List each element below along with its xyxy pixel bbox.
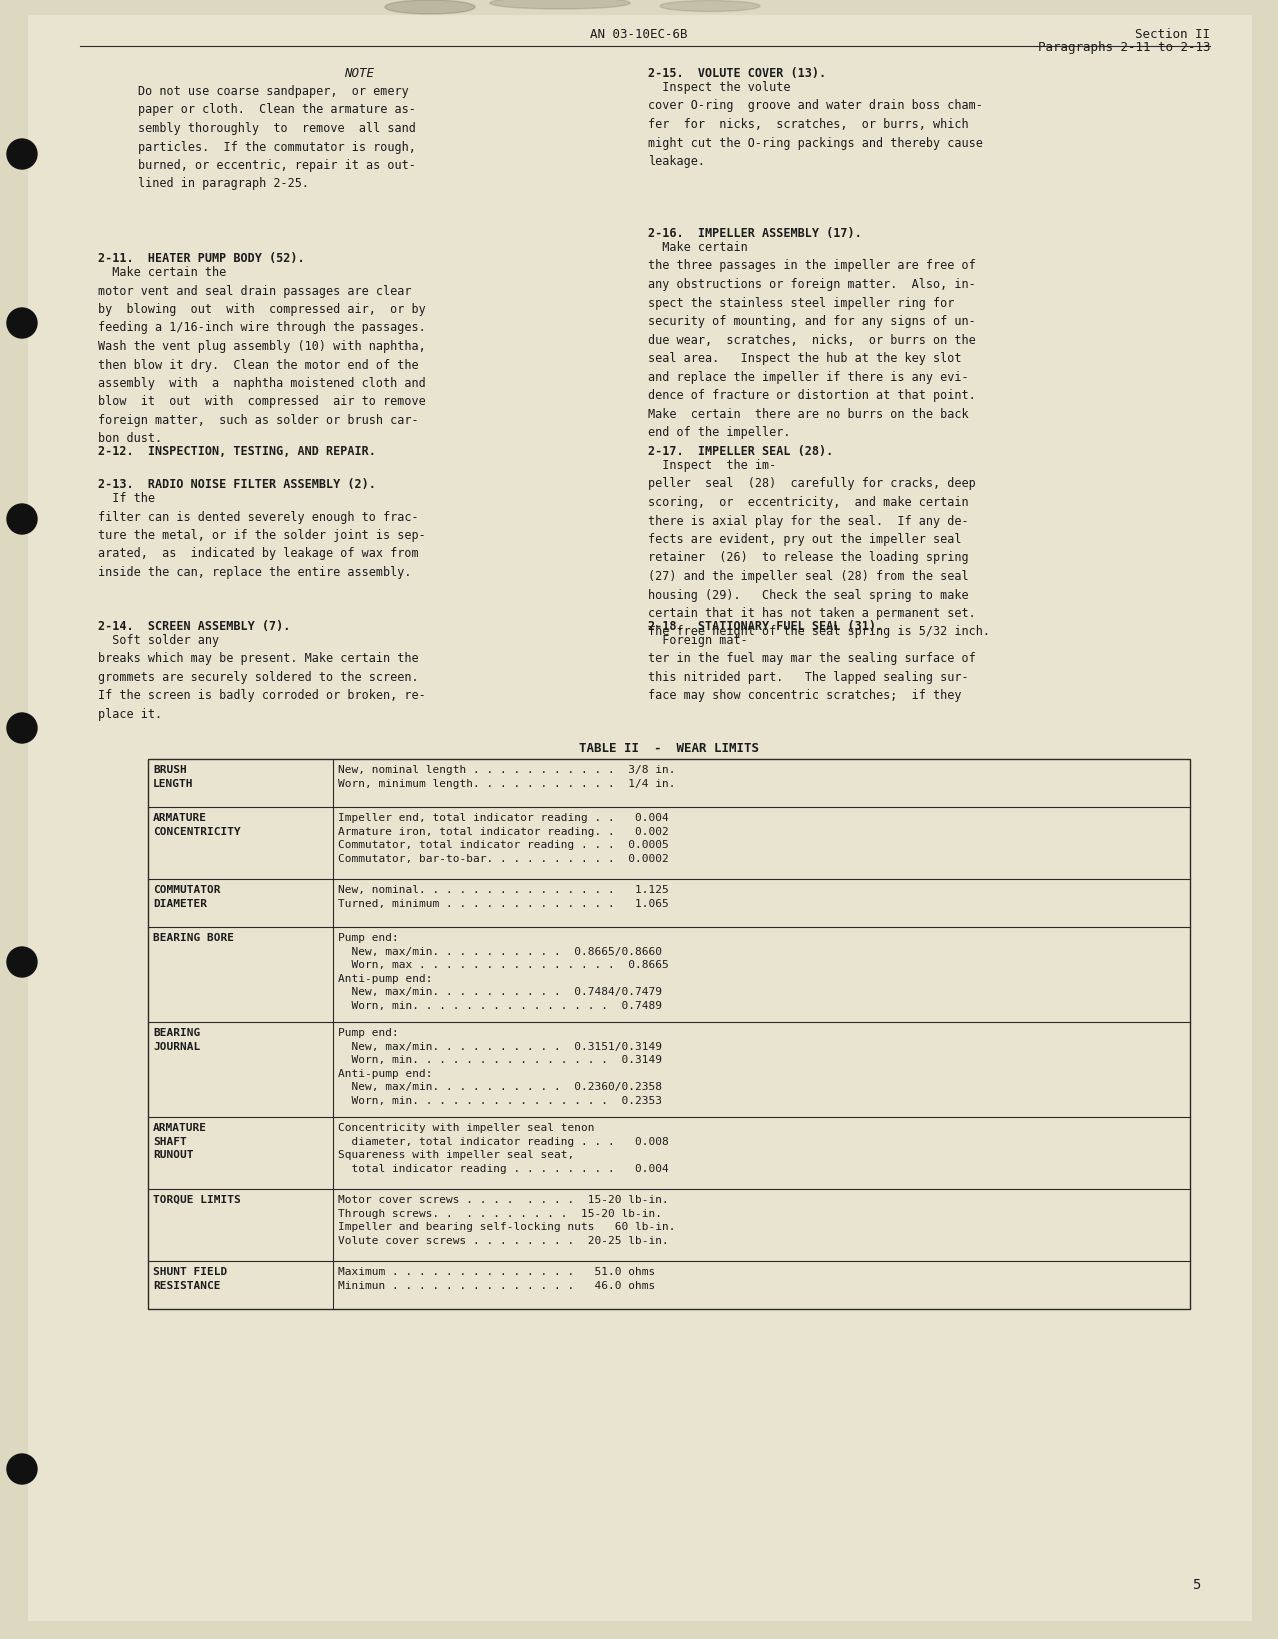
Text: TORQUE LIMITS: TORQUE LIMITS [153,1195,240,1205]
Text: BRUSH
LENGTH: BRUSH LENGTH [153,764,193,788]
Text: SHUNT FIELD
RESISTANCE: SHUNT FIELD RESISTANCE [153,1267,227,1290]
Text: Make certain
the three passages in the impeller are free of
any obstructions or : Make certain the three passages in the i… [648,241,975,439]
Text: 2-18.  STATIONARY FUEL SEAL (31).: 2-18. STATIONARY FUEL SEAL (31). [648,620,883,633]
Text: Inspect  the im-
peller  seal  (28)  carefully for cracks, deep
scoring,  or  ec: Inspect the im- peller seal (28) careful… [648,459,990,638]
Text: 2-12.  INSPECTION, TESTING, AND REPAIR.: 2-12. INSPECTION, TESTING, AND REPAIR. [98,444,376,457]
Text: 2-17.  IMPELLER SEAL (28).: 2-17. IMPELLER SEAL (28). [648,444,833,457]
Text: Concentricity with impeller seal tenon
  diameter, total indicator reading . . .: Concentricity with impeller seal tenon d… [337,1123,668,1174]
Text: If the
filter can is dented severely enough to frac-
ture the metal, or if the s: If the filter can is dented severely eno… [98,492,426,579]
Text: TABLE II  -  WEAR LIMITS: TABLE II - WEAR LIMITS [579,741,759,754]
Text: 5: 5 [1191,1577,1200,1591]
Text: Do not use coarse sandpaper,  or emery
paper or cloth.  Clean the armature as-
s: Do not use coarse sandpaper, or emery pa… [138,85,415,190]
Text: ARMATURE
SHAFT
RUNOUT: ARMATURE SHAFT RUNOUT [153,1123,207,1159]
Text: AN 03-10EC-6B: AN 03-10EC-6B [590,28,688,41]
Text: 2-14.  SCREEN ASSEMBLY (7).: 2-14. SCREEN ASSEMBLY (7). [98,620,290,633]
Text: Make certain the
motor vent and seal drain passages are clear
by  blowing  out  : Make certain the motor vent and seal dra… [98,266,426,446]
Text: COMMUTATOR
DIAMETER: COMMUTATOR DIAMETER [153,885,221,908]
Text: 2-13.  RADIO NOISE FILTER ASSEMBLY (2).: 2-13. RADIO NOISE FILTER ASSEMBLY (2). [98,477,376,490]
Ellipse shape [385,2,475,15]
Text: Pump end:
  New, max/min. . . . . . . . . .  0.8665/0.8660
  Worn, max . . . . .: Pump end: New, max/min. . . . . . . . . … [337,933,668,1010]
Circle shape [6,139,37,170]
Text: BEARING BORE: BEARING BORE [153,933,234,942]
Text: Paragraphs 2-11 to 2-13: Paragraphs 2-11 to 2-13 [1038,41,1210,54]
Text: Pump end:
  New, max/min. . . . . . . . . .  0.3151/0.3149
  Worn, min. . . . . : Pump end: New, max/min. . . . . . . . . … [337,1028,662,1105]
Ellipse shape [489,0,630,10]
Text: New, nominal length . . . . . . . . . . .  3/8 in.
Worn, minimum length. . . . .: New, nominal length . . . . . . . . . . … [337,764,676,788]
Text: Section II: Section II [1135,28,1210,41]
Text: Motor cover screws . . . .  . . . .  15-20 lb-in.
Through screws. .  . . . . . .: Motor cover screws . . . . . . . . 15-20… [337,1195,676,1246]
Text: Soft solder any
breaks which may be present. Make certain the
grommets are secur: Soft solder any breaks which may be pres… [98,634,426,721]
Circle shape [6,713,37,744]
Ellipse shape [659,2,760,13]
Text: 2-15.  VOLUTE COVER (13).: 2-15. VOLUTE COVER (13). [648,67,826,80]
Circle shape [6,505,37,534]
Text: New, nominal. . . . . . . . . . . . . . .   1.125
Turned, minimum . . . . . . . : New, nominal. . . . . . . . . . . . . . … [337,885,668,908]
Text: Maximum . . . . . . . . . . . . . .   51.0 ohms
Minimun . . . . . . . . . . . . : Maximum . . . . . . . . . . . . . . 51.0… [337,1267,656,1290]
Text: NOTE: NOTE [344,67,374,80]
Text: ARMATURE
CONCENTRICITY: ARMATURE CONCENTRICITY [153,813,240,836]
Text: 2-11.  HEATER PUMP BODY (52).: 2-11. HEATER PUMP BODY (52). [98,252,304,266]
Text: Impeller end, total indicator reading . .   0.004
Armature iron, total indicator: Impeller end, total indicator reading . … [337,813,668,864]
Circle shape [6,308,37,339]
Circle shape [6,947,37,977]
Text: Foreign mat-
ter in the fuel may mar the sealing surface of
this nitrided part. : Foreign mat- ter in the fuel may mar the… [648,634,975,701]
Circle shape [6,1454,37,1483]
Text: BEARING
JOURNAL: BEARING JOURNAL [153,1028,201,1051]
Bar [148,759,1190,1310]
Text: Inspect the volute
cover O-ring  groove and water drain boss cham-
fer  for  nic: Inspect the volute cover O-ring groove a… [648,80,983,167]
Text: 2-16.  IMPELLER ASSEMBLY (17).: 2-16. IMPELLER ASSEMBLY (17). [648,226,861,239]
